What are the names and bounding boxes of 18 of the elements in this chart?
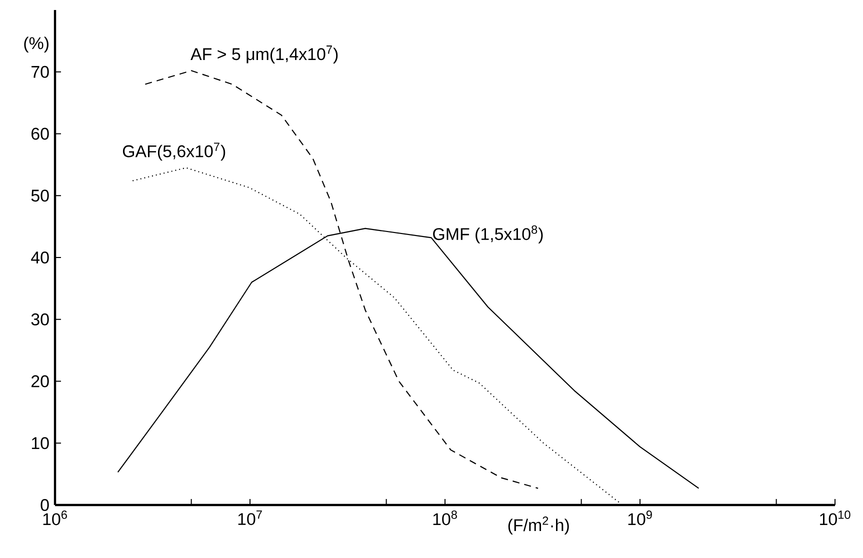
x-tick-label: 10$^{8}$	[433, 510, 457, 526]
x-tick-label: 10$^{10}$	[820, 510, 850, 526]
series-label: AF > 5 μm(1,4x10$^{7}$)	[190, 46, 338, 64]
x-axis-title: (F/m$^{2}$·h)	[508, 516, 569, 535]
y-tick-label: 0	[40, 499, 49, 512]
y-tick-label: 10	[32, 437, 49, 450]
x-tick-label: 10$^{9}$	[628, 510, 652, 526]
y-tick-label: 20	[32, 375, 49, 388]
y-tick-label: 70	[32, 66, 49, 78]
y-tick-label: 60	[32, 128, 49, 140]
series-label: GMF (1,5x10$^{8}$)	[433, 225, 543, 244]
y-axis-title: (%)	[24, 36, 48, 53]
y-tick-label: 50	[31, 190, 49, 202]
x-tick-label: 10$^{7}$	[238, 510, 262, 526]
series-label: GAF(5,6x10$^{7}$)	[122, 142, 226, 161]
y-tick-label: 40	[31, 252, 49, 264]
y-tick-label: 30	[31, 313, 49, 326]
x-tick-label: 10$^{6}$	[43, 510, 67, 526]
